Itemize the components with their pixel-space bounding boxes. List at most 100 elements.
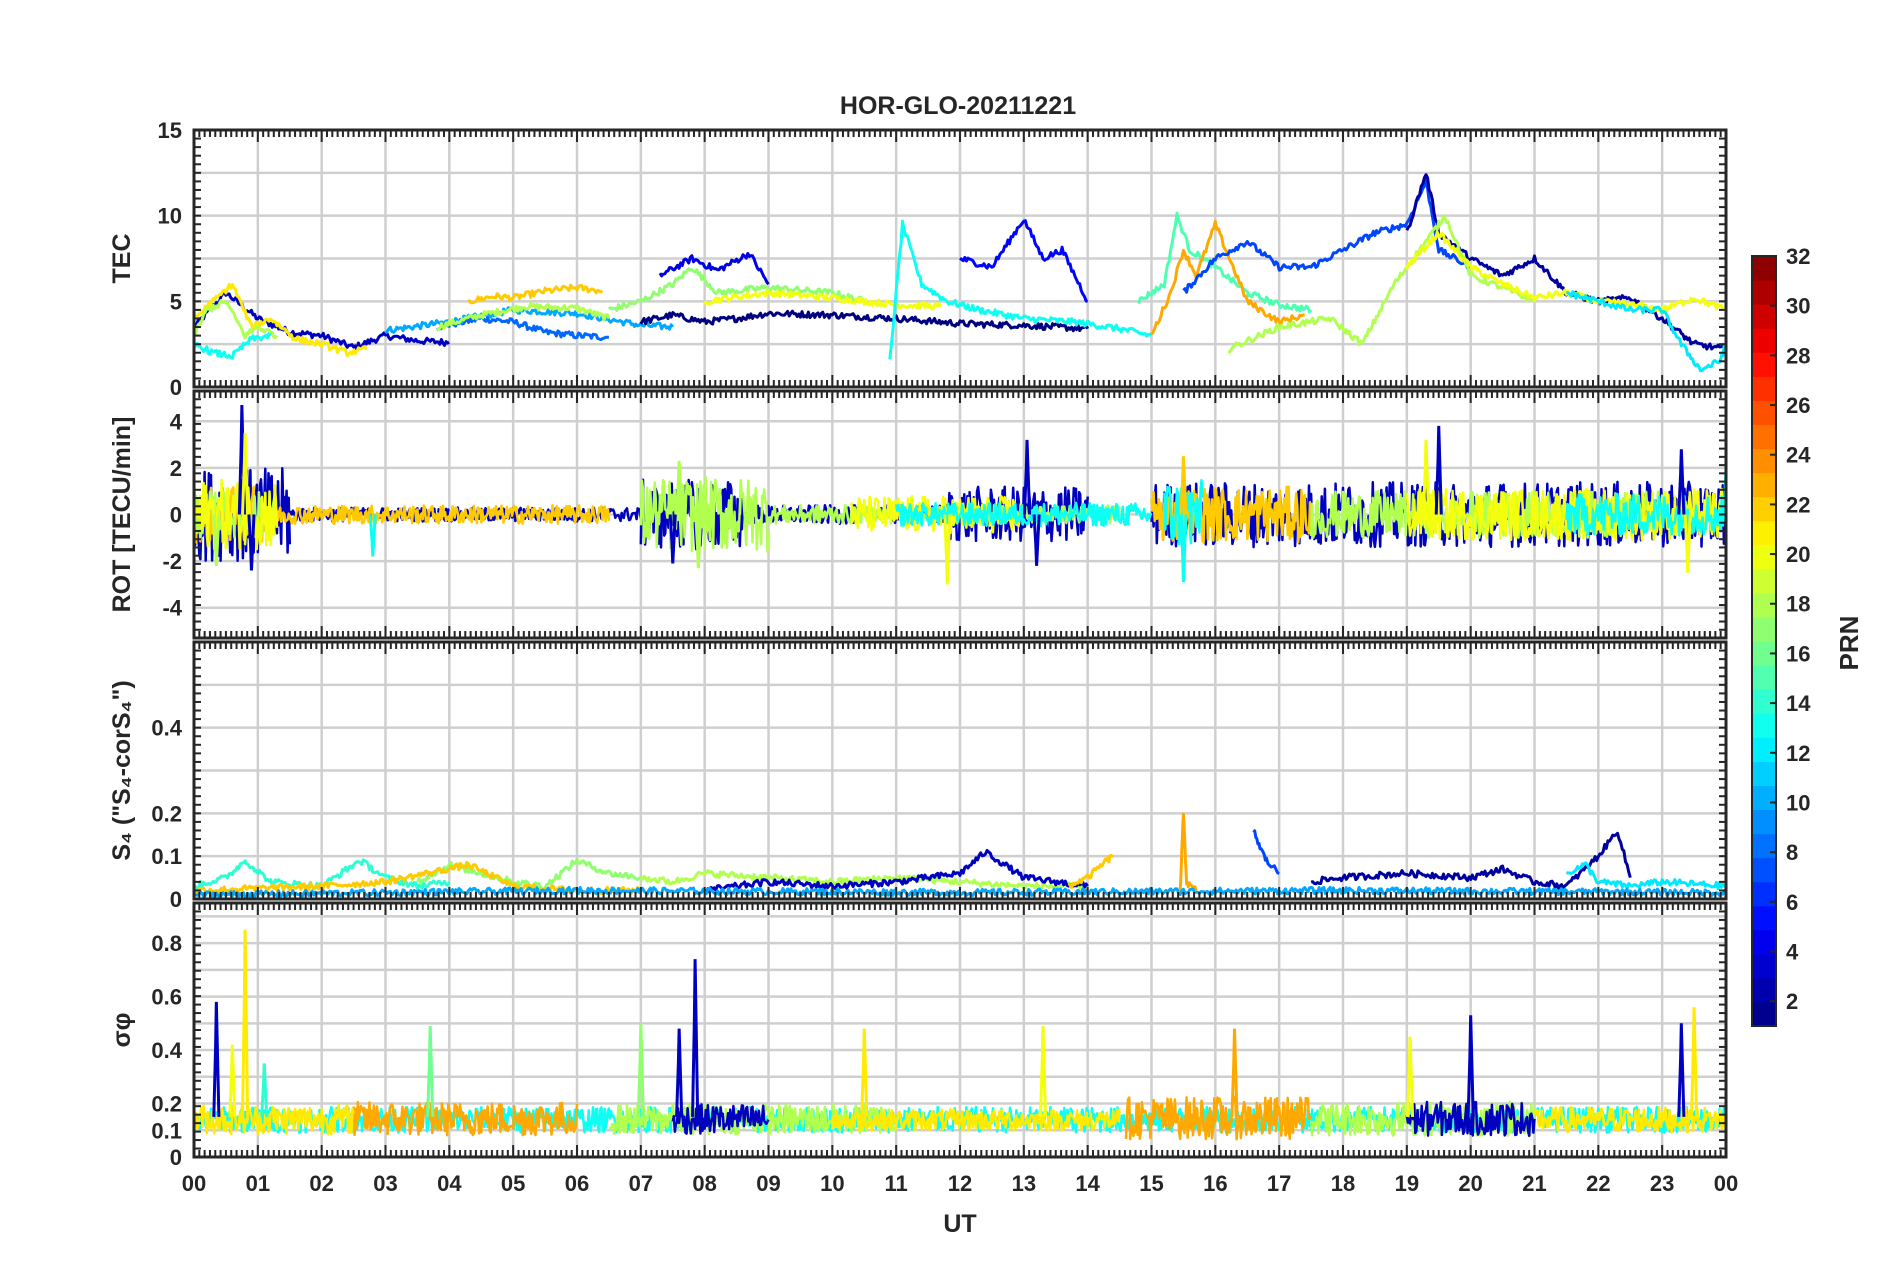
s4-series-prn-7 [1252,829,1280,875]
colorbar-tick-label: 16 [1786,641,1810,666]
tec-series-prn-1 [639,309,1090,333]
colorbar-tick-label: 12 [1786,741,1810,766]
tec-data [194,173,1726,373]
s4-series-prn-3 [703,848,1089,894]
colorbar-swatch [1752,785,1776,811]
colorbar-tick-label: 28 [1786,343,1810,368]
colorbar-tick-label: 26 [1786,393,1810,418]
rot-spike-prn-18 [694,514,703,569]
x-tick-label: 21 [1522,1171,1546,1196]
sigma-ytick-label: 0.6 [151,985,182,1010]
rot-frame [192,389,1728,640]
tec-series-prn-22 [467,283,604,305]
rot-spike-prn-3 [1434,425,1443,515]
colorbar-swatch [1752,953,1776,979]
colorbar-swatch [1752,256,1776,281]
x-tick-label: 00 [182,1171,206,1196]
sigma-frame [192,901,1728,1159]
tec-series-prn-18 [435,302,611,331]
x-tick-label: 17 [1267,1171,1291,1196]
s4-series-prn-23 [1178,812,1198,892]
sigma-spike-prn-3 [1677,1023,1686,1117]
colorbar-swatch [1752,544,1776,570]
sigma-spike-prn-14 [260,1063,269,1117]
colorbar-tick-label: 8 [1786,840,1798,865]
x-tick-label: 06 [565,1171,589,1196]
sigma-spike-prn-3 [675,1028,684,1117]
panel-rot: -4 -2 0 2 4 ROT [TECU/min] [108,389,1728,640]
colorbar-tick-label: 4 [1786,939,1799,964]
sigma-spike-prn-20 [1038,1025,1048,1117]
rot-spike-prn-22 [1179,456,1188,515]
rot-activity-prn-13 [1565,492,1726,537]
sigma-activity-prn-23 [1124,1095,1313,1141]
colorbar-tick-label: 24 [1786,443,1811,468]
sigma-spike-prn-21 [1690,1007,1699,1117]
sigma-activity-prn-3 [1405,1100,1536,1138]
tec-series-prn-18 [1227,214,1536,354]
tec-ytick-label: 0 [170,375,182,400]
rot-ylabel: ROT [TECU/min] [108,417,136,613]
tec-series-prn-7 [1182,177,1472,294]
colorbar-swatch [1752,929,1776,955]
rot-data [194,404,1726,585]
colorbar-swatch [1752,833,1776,859]
colorbar-swatch [1752,905,1776,931]
rot-spike-prn-20 [1421,439,1431,515]
x-tick-label: 13 [1012,1171,1036,1196]
colorbar-swatch [1752,857,1776,883]
tec-series-prn-20 [1405,230,1726,314]
sigma-activity-prn-21 [194,1103,355,1136]
tec-series-prn-15 [1137,211,1313,314]
colorbar-label: PRN [1834,616,1864,671]
tec-frame [192,128,1728,389]
sigma-spike-prn-23 [1230,1028,1239,1117]
x-tick-label: 20 [1458,1171,1482,1196]
chart-title: HOR-GLO-20211221 [840,92,1076,120]
tec-series-prn-3 [194,290,450,351]
sigma-ytick-label: 0.8 [151,931,182,956]
x-tick-label: 01 [246,1171,270,1196]
sigma-activity-prn-3 [671,1103,770,1135]
rot-spike-prn-3 [1032,514,1041,566]
rot-spike-prn-3 [1677,449,1686,515]
colorbar-swatch [1752,665,1776,690]
rot-ytick-label: 2 [170,456,182,481]
s4-ytick-label: 0.1 [151,844,182,869]
colorbar-tick-label: 2 [1786,989,1798,1014]
tec-series-prn-20 [703,288,943,311]
rot-spike-prn-18 [675,460,684,515]
colorbar-swatch [1752,761,1776,786]
colorbar-swatch [1752,568,1776,594]
sigma-ytick-label: 0.1 [151,1118,182,1143]
sigma-spike-prn-21 [860,1028,869,1117]
x-tick-label: 12 [948,1171,972,1196]
rot-spike-prn-20 [1683,514,1692,573]
colorbar-swatch [1752,1001,1776,1027]
s4-series-prn-22 [1067,853,1114,889]
sigma-ytick-label: 0 [170,1145,182,1170]
tec-ytick-label: 15 [158,118,182,143]
colorbar-tick-label: 20 [1786,542,1810,567]
x-tick-label: 15 [1139,1171,1163,1196]
sigma-activity-prn-21 [1533,1105,1726,1134]
rot-spike-prn-13 [368,514,377,557]
rot-activity-prn-18 [639,476,770,553]
x-tick-label: 16 [1203,1171,1227,1196]
rot-activity-prn-22 [275,503,611,526]
sigma-data [194,929,1726,1141]
panel-s4: 0 0.1 0.2 0.4 S₄ ("S₄-corS₄") [108,640,1728,912]
colorbar-swatch [1752,616,1776,642]
colorbar-swatch [1752,689,1776,714]
tec-series-prn-8 [436,315,609,342]
rot-ytick-label: 4 [170,409,183,434]
s4-series-prn-12 [1565,861,1726,891]
rot-spike-prn-18 [212,514,221,566]
tec-ytick-label: 10 [158,204,182,229]
colorbar-swatch [1752,977,1776,1003]
colorbar-swatch [1752,737,1776,762]
s4-grid [192,642,1728,899]
s4-series-prn-2 [1310,831,1632,890]
x-tick-label: 09 [756,1171,780,1196]
